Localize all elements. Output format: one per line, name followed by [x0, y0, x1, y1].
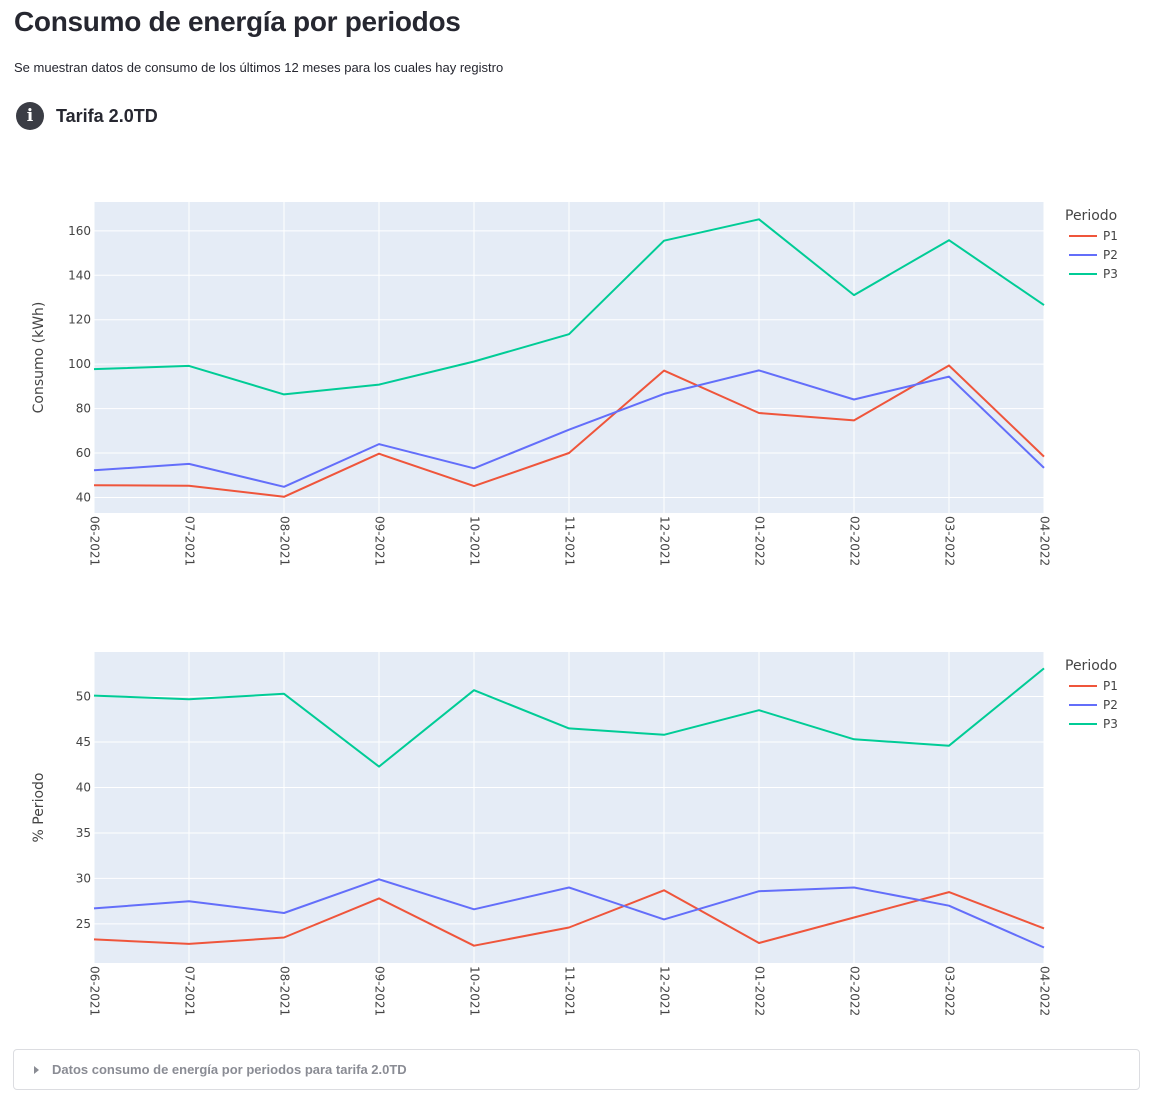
- x-tick-label: 10-2021: [468, 516, 482, 566]
- expander-label: Datos consumo de energía por periodos pa…: [52, 1062, 407, 1077]
- x-tick-label: 10-2021: [468, 966, 482, 1016]
- y-tick-label: 140: [68, 268, 91, 282]
- series-line-p1[interactable]: [93, 889, 1045, 947]
- y-tick-label: 120: [68, 313, 91, 327]
- info-icon: i: [16, 102, 44, 130]
- x-tick-label: 03-2022: [943, 516, 957, 566]
- page-subtitle: Se muestran datos de consumo de los últi…: [14, 60, 504, 75]
- y-tick-label: 45: [76, 735, 91, 749]
- x-tick-label: 11-2021: [563, 516, 577, 566]
- series-line-p3[interactable]: [93, 667, 1045, 768]
- x-tick-label: 06-2021: [88, 516, 102, 566]
- consumption-percent-chart[interactable]: 25 30 35 40 45 50 06-2021 07-2021 08-2021 09-2021…: [0, 630, 1155, 1050]
- series-line-p2[interactable]: [93, 369, 1045, 488]
- x-tick-label: 03-2022: [943, 966, 957, 1016]
- x-tick-label: 12-2021: [658, 516, 672, 566]
- consumption-kwh-chart[interactable]: 40 60 80 100 120 140 160 06-2021 07-2021 08-2021 0…: [0, 180, 1155, 600]
- x-tick-label: 07-2021: [183, 516, 197, 566]
- caret-right-icon: [34, 1065, 39, 1074]
- x-tick-label: 06-2021: [88, 966, 102, 1016]
- series-line-p1[interactable]: [93, 364, 1045, 498]
- legend-label-p2[interactable]: P2: [1103, 698, 1118, 712]
- x-tick-label: 01-2022: [753, 966, 767, 1016]
- x-tick-label: 08-2021: [278, 966, 292, 1016]
- legend-title: Periodo: [1065, 658, 1117, 674]
- legend-label-p1[interactable]: P1: [1103, 229, 1118, 243]
- y-tick-label: 40: [76, 780, 91, 794]
- legend-label-p3[interactable]: P3: [1103, 717, 1118, 731]
- x-tick-label: 01-2022: [753, 516, 767, 566]
- legend-title: Periodo: [1065, 208, 1117, 224]
- x-tick-label: 02-2022: [848, 516, 862, 566]
- x-tick-label: 12-2021: [658, 966, 672, 1016]
- y-tick-label: 50: [76, 690, 91, 704]
- y-tick-label: 100: [68, 357, 91, 371]
- x-tick-label: 04-2022: [1038, 516, 1052, 566]
- page-title: Consumo de energía por periodos: [14, 6, 461, 37]
- x-tick-label: 11-2021: [563, 966, 577, 1016]
- y-tick-label: 40: [76, 490, 91, 504]
- x-tick-label: 09-2021: [373, 966, 387, 1016]
- y-axis-title: % Periodo: [31, 773, 47, 843]
- y-tick-label: 35: [76, 826, 91, 840]
- y-tick-label: 80: [76, 402, 91, 416]
- y-tick-label: 160: [68, 224, 91, 238]
- x-tick-label: 02-2022: [848, 966, 862, 1016]
- tariff-section-header: i Tarifa 2.0TD: [16, 101, 158, 131]
- series-line-p2[interactable]: [93, 878, 1045, 949]
- legend-label-p3[interactable]: P3: [1103, 267, 1118, 281]
- y-tick-label: 60: [76, 446, 91, 460]
- legend-label-p1[interactable]: P1: [1103, 679, 1118, 693]
- series-line-p3[interactable]: [93, 218, 1045, 396]
- x-tick-label: 04-2022: [1038, 966, 1052, 1016]
- x-tick-label: 07-2021: [183, 966, 197, 1016]
- x-tick-label: 08-2021: [278, 516, 292, 566]
- x-tick-label: 09-2021: [373, 516, 387, 566]
- legend-label-p2[interactable]: P2: [1103, 248, 1118, 262]
- data-expander[interactable]: Datos consumo de energía por periodos pa…: [13, 1049, 1140, 1090]
- y-tick-label: 25: [76, 917, 91, 931]
- y-axis-title: Consumo (kWh): [31, 302, 47, 414]
- y-tick-label: 30: [76, 871, 91, 885]
- section-title: Tarifa 2.0TD: [56, 105, 158, 126]
